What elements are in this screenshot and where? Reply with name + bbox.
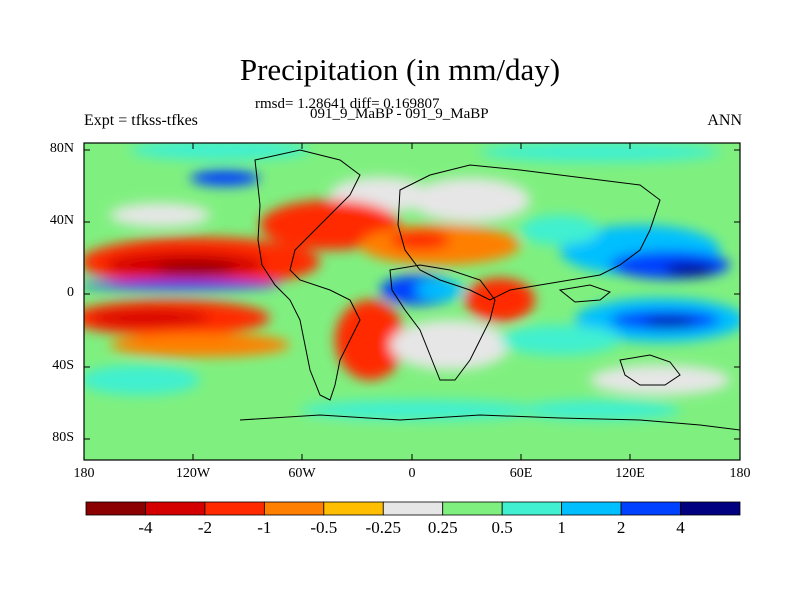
colorbar-swatch — [501, 501, 563, 516]
lat-tick-label: 0 — [67, 285, 74, 300]
lat-tick-marks — [84, 149, 740, 440]
colorbar-label: 2 — [616, 518, 626, 537]
colorbar-label: 0.5 — [491, 518, 513, 537]
colorbar-swatch — [442, 501, 503, 516]
lat-tick-label: 80N — [49, 141, 74, 156]
colorbar-swatch — [323, 501, 384, 516]
colorbar-swatch — [85, 501, 146, 516]
precip-field — [84, 143, 740, 460]
experiment-label: Expt = tfkss-tfkes — [84, 112, 198, 129]
lon-tick-label: 60E — [509, 466, 533, 481]
colorbar-label: -0.25 — [365, 518, 401, 537]
colorbar-label: -2 — [197, 518, 212, 537]
coastlines — [239, 149, 740, 431]
lon-tick-label: 120E — [615, 466, 645, 481]
colorbar-swatch — [620, 501, 681, 516]
comparison-label: 091_9_MaBP - 091_9_MaBP — [310, 106, 489, 122]
colorbar-label: -0.5 — [310, 518, 338, 537]
lon-tick-label: 120W — [175, 466, 211, 481]
colorbar-swatch — [561, 501, 622, 516]
lon-tick-label: 180 — [729, 466, 751, 481]
season-label: ANN — [707, 112, 742, 129]
colorbar-swatch — [680, 501, 741, 516]
colorbar-swatch — [382, 501, 444, 516]
colorbar-label: 4 — [676, 518, 685, 537]
lat-tick-label: 80S — [52, 430, 74, 445]
colorbar-swatch — [263, 501, 325, 516]
colorbar-label: -4 — [138, 518, 153, 537]
lon-tick-label: 180 — [73, 466, 95, 481]
lon-tick-label: 60W — [288, 466, 316, 481]
lon-tick-label: 0 — [408, 466, 416, 481]
colorbar-swatch — [204, 501, 265, 516]
lat-tick-label: 40N — [49, 213, 74, 228]
map-title: Precipitation (in mm/day) — [239, 52, 561, 87]
colorbar — [85, 501, 741, 516]
lon-tick-marks — [192, 143, 631, 460]
stats-label: rmsd= 1.28641 diff= 0.169807 — [255, 96, 440, 112]
colorbar-swatch — [145, 501, 206, 516]
colorbar-label: 0.25 — [427, 518, 458, 537]
colorbar-label: 1 — [557, 518, 566, 537]
colorbar-label: -1 — [257, 518, 272, 537]
lat-tick-label: 40S — [52, 358, 74, 373]
